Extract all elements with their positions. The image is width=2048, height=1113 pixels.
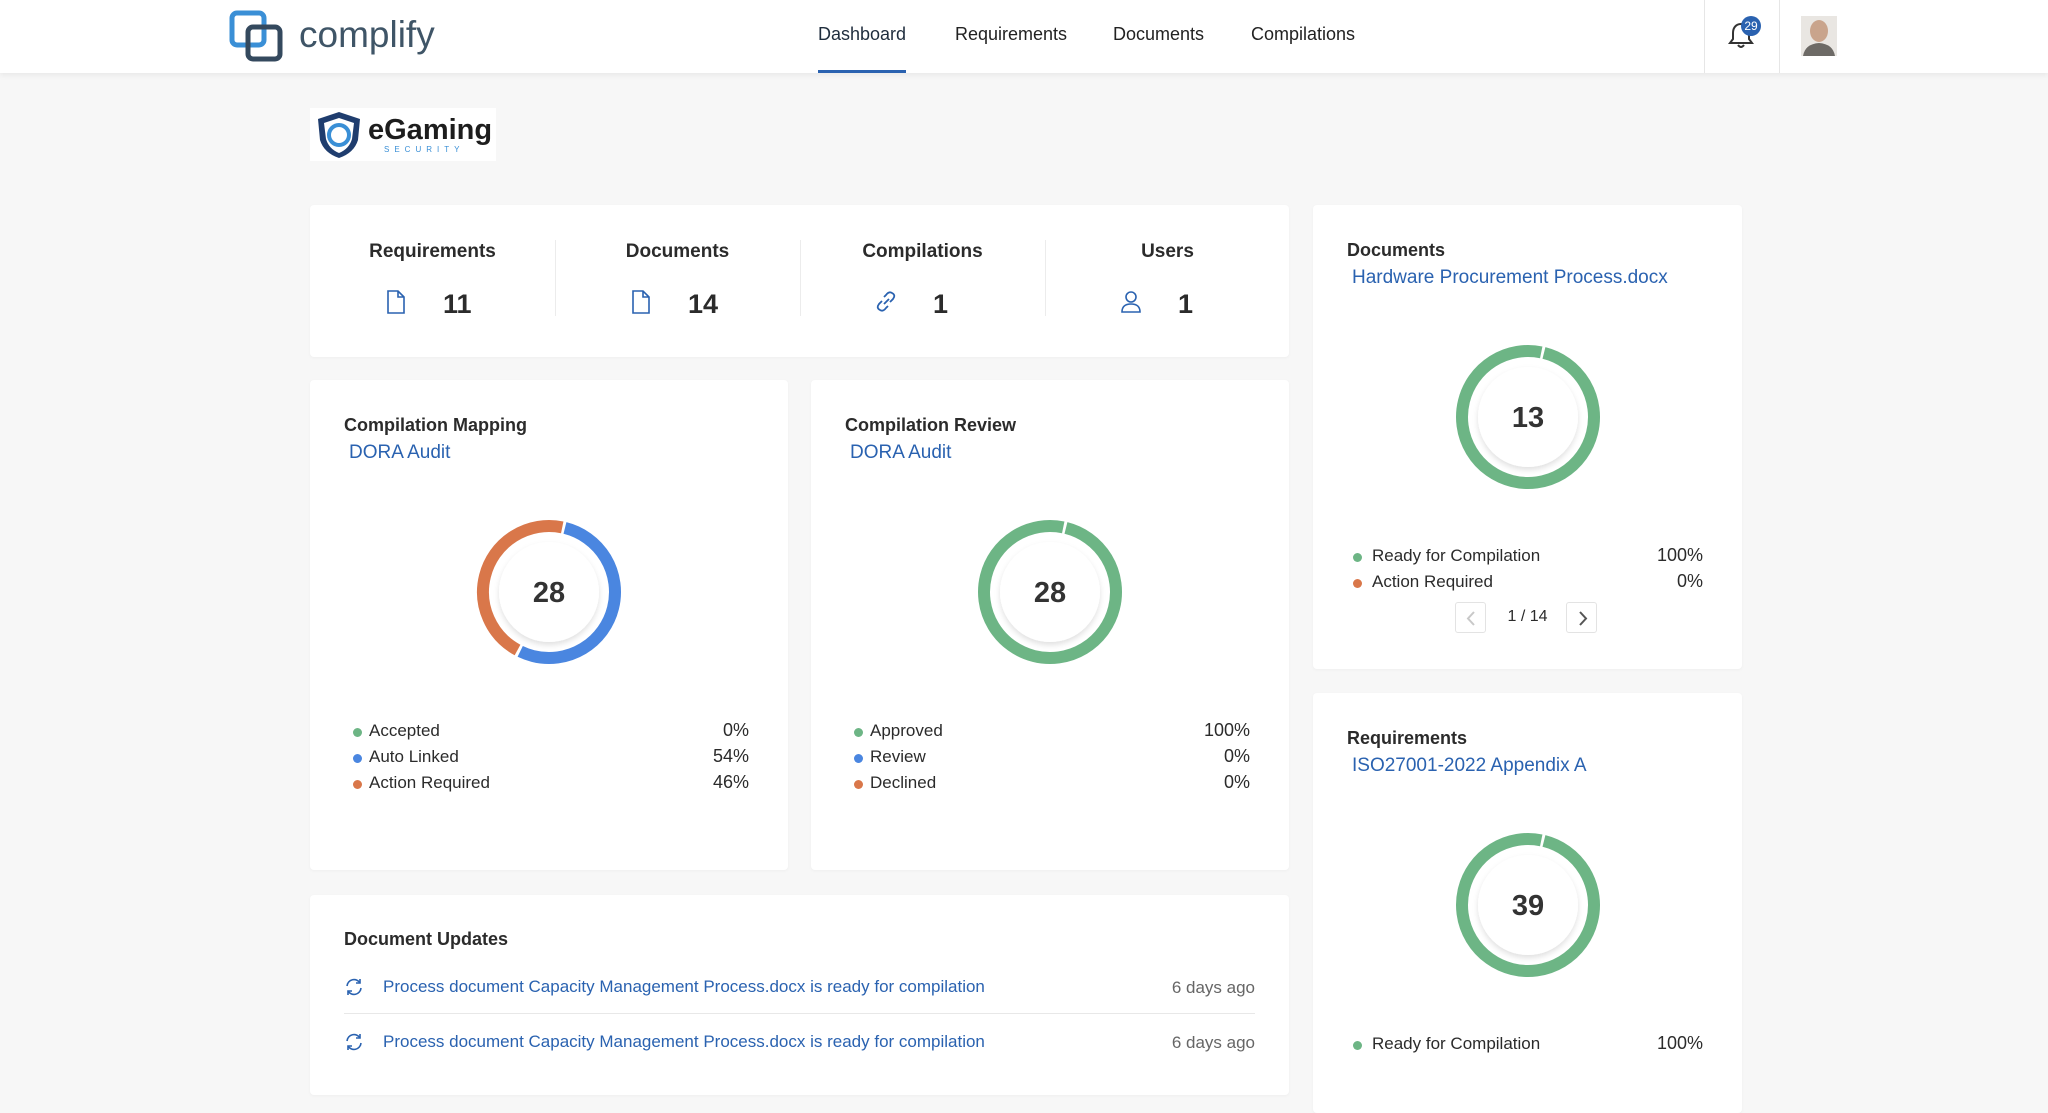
stat-icon	[1121, 291, 1141, 313]
active-underline	[818, 70, 906, 73]
stat-label: Compilations	[862, 241, 983, 262]
legend-value: 0%	[722, 720, 749, 740]
divider	[1779, 0, 1780, 73]
sync-icon	[346, 1033, 362, 1051]
donut-center	[1477, 855, 1578, 955]
card-link[interactable]: ISO27001-2022 Appendix A	[1352, 755, 1587, 776]
legend-dot	[854, 728, 863, 737]
divider	[1045, 240, 1046, 316]
legend-name: Action Required	[1372, 572, 1493, 591]
org-name: eGaming	[368, 114, 493, 146]
card-title: Documents	[1347, 240, 1446, 260]
card-title: Compilation Review	[845, 415, 1017, 435]
stat-label: Documents	[625, 241, 730, 262]
legend-dot	[854, 780, 863, 789]
legend-value: 46%	[712, 772, 749, 792]
update-link[interactable]: Process document Capacity Management Pro…	[383, 977, 985, 996]
card-link[interactable]: Hardware Procurement Process.docx	[1352, 267, 1668, 288]
legend-value: 0%	[1223, 772, 1250, 792]
legend-name: Ready for Compilation	[1372, 1034, 1541, 1053]
avatar[interactable]	[1801, 16, 1837, 56]
updates-card: Document Updates Process document Capaci…	[310, 895, 1289, 1095]
page-indicator: 1 / 14	[1507, 608, 1548, 625]
divider	[1704, 0, 1705, 73]
stat-value: 1	[933, 289, 949, 319]
stats-card: Requirements 11 Documents 14 Compilations 1 Us…	[310, 205, 1289, 357]
legend-name: Review	[870, 747, 926, 766]
donut-center	[499, 542, 599, 642]
update-time: 6 days ago	[1171, 978, 1255, 997]
donut-total: 28	[533, 577, 565, 609]
update-link[interactable]: Process document Capacity Management Pro…	[383, 1032, 985, 1051]
chart-card: Documents Hardware Procurement Process.do…	[1313, 205, 1742, 669]
legend-name: Accepted	[369, 721, 440, 740]
card-title: Compilation Mapping	[344, 415, 527, 435]
donut-total: 39	[1511, 890, 1543, 922]
divider	[555, 240, 556, 316]
donut: 13	[1455, 345, 1600, 489]
org-tagline: SECURITY	[384, 145, 465, 154]
org-shield	[318, 112, 360, 158]
donut: 28	[477, 520, 621, 664]
nav-link[interactable]: Documents	[1113, 24, 1205, 44]
legend-value: 54%	[712, 746, 749, 766]
chart-card: Requirements ISO27001-2022 Appendix A 39 Re…	[1313, 693, 1742, 1113]
chart-card: Compilation Review DORA Audit 28 Approved 10…	[811, 380, 1289, 870]
nav-link[interactable]: Dashboard	[818, 24, 907, 44]
stat-value: 11	[443, 289, 472, 319]
donut-total: 28	[1034, 577, 1066, 609]
stat-icon	[387, 290, 405, 314]
legend-name: Auto Linked	[369, 747, 459, 766]
donut-segment	[477, 520, 621, 664]
card-link[interactable]: DORA Audit	[850, 442, 952, 463]
donut-center	[1477, 367, 1578, 467]
divider	[800, 240, 801, 316]
legend-name: Approved	[870, 721, 943, 740]
legend-dot	[1353, 553, 1362, 562]
donut-center	[1000, 542, 1100, 642]
notification-badge[interactable]: 29	[1741, 16, 1761, 36]
separator	[344, 1013, 1255, 1014]
next-button[interactable]	[1565, 602, 1597, 633]
donut-total: 13	[1511, 402, 1543, 434]
page: complify Dashboard Requirements Document…	[0, 0, 2048, 1053]
legend-value: 100%	[1203, 720, 1250, 740]
card-title: Requirements	[1347, 728, 1468, 748]
legend-dot	[1353, 579, 1362, 588]
prev-button[interactable]	[1454, 602, 1486, 633]
update-time: 6 days ago	[1171, 1033, 1255, 1052]
legend-dot	[353, 754, 362, 763]
donut: 39	[1455, 833, 1600, 977]
brand-logo[interactable]	[229, 10, 285, 62]
legend-value: 0%	[1223, 746, 1250, 766]
legend-dot	[353, 780, 362, 789]
nav-link[interactable]: Requirements	[955, 24, 1068, 44]
chart-card: Compilation Mapping DORA Audit 28 Accepted 0…	[310, 380, 788, 870]
legend-value: 100%	[1656, 545, 1703, 565]
card-title: Document Updates	[344, 929, 509, 949]
card-link[interactable]: DORA Audit	[349, 442, 451, 463]
stat-value: 14	[688, 289, 719, 319]
legend-dot	[353, 728, 362, 737]
donut: 28	[978, 520, 1122, 664]
org-logo: eGaming SECURITY	[310, 108, 496, 161]
stat-label: Users	[1141, 241, 1194, 262]
navbar: complify Dashboard Requirements Document…	[0, 0, 2048, 73]
nav-link[interactable]: Compilations	[1251, 24, 1356, 44]
brand-name[interactable]: complify	[299, 14, 435, 55]
legend-name: Ready for Compilation	[1372, 546, 1541, 565]
sync-icon	[346, 978, 362, 996]
legend-dot	[1353, 1041, 1362, 1050]
stat-value: 1	[1178, 289, 1194, 319]
legend-name: Declined	[870, 773, 937, 792]
legend-value: 100%	[1656, 1033, 1703, 1053]
legend-name: Action Required	[369, 773, 490, 792]
stat-icon	[632, 290, 650, 314]
stat-label: Requirements	[369, 241, 496, 262]
stat-icon	[876, 291, 896, 312]
legend-value: 0%	[1676, 571, 1703, 591]
donut-segment	[477, 520, 621, 664]
legend-dot	[854, 754, 863, 763]
